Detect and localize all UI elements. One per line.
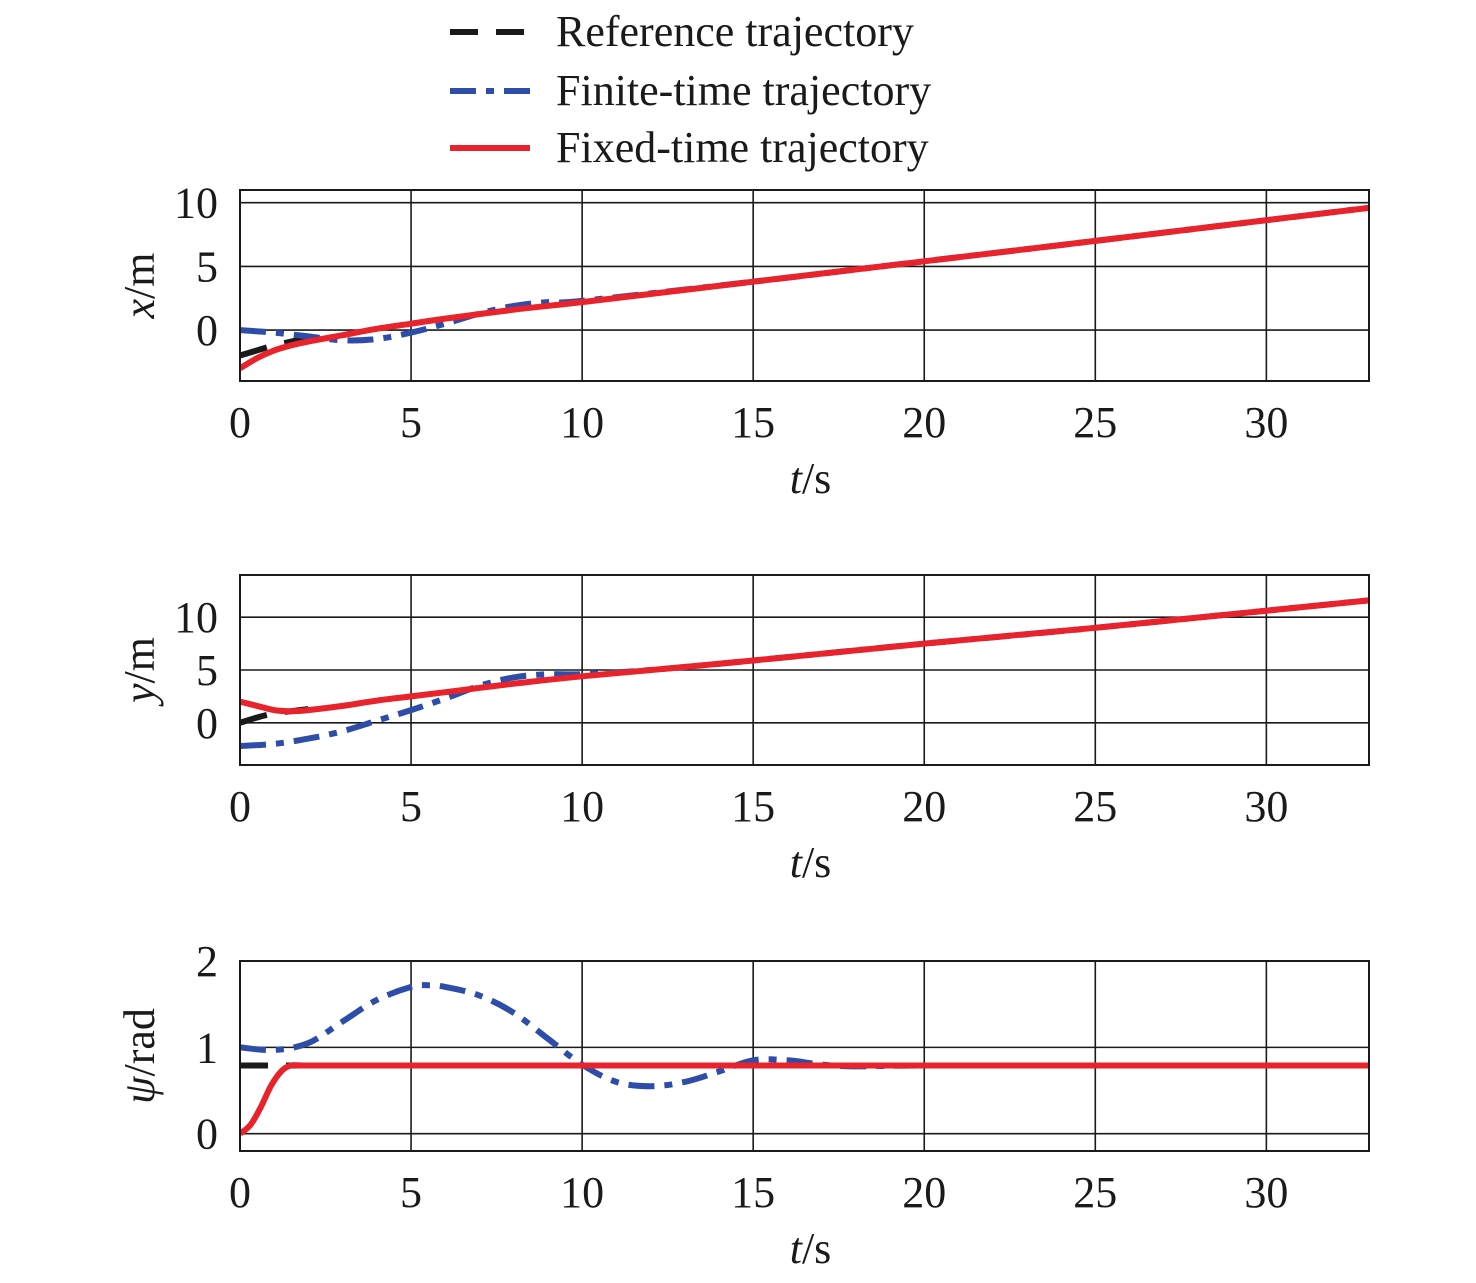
x-tick-label: 5 xyxy=(400,398,422,447)
series-line-psi-finite-time xyxy=(240,982,1369,1090)
y-axis-label: y/m xyxy=(115,637,164,707)
plot-frame xyxy=(239,960,1370,1152)
subplot-psi: 0 5 10 15 20 25 30 0 1 2 t/s ψ/rad xyxy=(115,937,1370,1273)
x-tick-label: 20 xyxy=(902,398,946,447)
x-tick-label: 20 xyxy=(902,1168,946,1217)
y-axis-label: ψ/rad xyxy=(115,1008,164,1104)
x-tick-label: 25 xyxy=(1073,1168,1117,1217)
legend-label-finite-time: Finite-time trajectory xyxy=(556,66,931,115)
x-tick-label: 5 xyxy=(400,1168,422,1217)
x-tick-label: 10 xyxy=(560,782,604,831)
x-tick-label: 5 xyxy=(400,782,422,831)
x-tick-label: 20 xyxy=(902,782,946,831)
y-tick-label: 0 xyxy=(196,306,218,355)
series-line-x-fixed-time xyxy=(240,204,1369,371)
y-tick-label: 0 xyxy=(196,1110,218,1159)
x-tick-label: 25 xyxy=(1073,782,1117,831)
plot-frame xyxy=(239,574,1370,766)
x-tick-label: 10 xyxy=(560,398,604,447)
series-line-psi-fixed-time xyxy=(240,1062,1369,1137)
legend-entry-finite-time: Finite-time trajectory xyxy=(450,66,931,115)
x-tick-label: 15 xyxy=(731,398,775,447)
series-line-x-reference xyxy=(240,334,310,359)
series-line-y-finite-time xyxy=(240,597,1369,749)
y-tick-label: 1 xyxy=(196,1023,218,1072)
y-tick-label: 5 xyxy=(196,646,218,695)
x-tick-label: 30 xyxy=(1244,398,1288,447)
x-tick-label: 30 xyxy=(1244,782,1288,831)
x-tick-label: 0 xyxy=(229,782,251,831)
y-tick-label: 10 xyxy=(174,179,218,228)
series-line-y-fixed-time xyxy=(240,597,1369,715)
legend-entry-fixed-time: Fixed-time trajectory xyxy=(450,123,929,172)
legend-label-fixed-time: Fixed-time trajectory xyxy=(556,123,929,172)
y-tick-label: 0 xyxy=(196,699,218,748)
y-axis-label: x/m xyxy=(115,253,164,320)
x-axis-label: t/s xyxy=(790,454,832,503)
x-tick-label: 15 xyxy=(731,1168,775,1217)
y-tick-label: 5 xyxy=(196,242,218,291)
legend-entry-reference: Reference trajectory xyxy=(450,7,914,56)
legend: Reference trajectory Finite-time traject… xyxy=(450,7,931,172)
x-tick-label: 15 xyxy=(731,782,775,831)
x-tick-label: 30 xyxy=(1244,1168,1288,1217)
x-tick-label: 0 xyxy=(229,398,251,447)
x-tick-label: 25 xyxy=(1073,398,1117,447)
plot-frame xyxy=(239,189,1370,382)
x-axis-label: t/s xyxy=(790,838,832,887)
legend-label-reference: Reference trajectory xyxy=(556,7,914,56)
y-tick-label: 2 xyxy=(196,937,218,986)
x-axis-label: t/s xyxy=(790,1224,832,1273)
subplot-x: 0 5 10 15 20 25 30 0 5 10 t/s x/m xyxy=(115,179,1370,503)
x-tick-label: 0 xyxy=(229,1168,251,1217)
y-tick-label: 10 xyxy=(174,593,218,642)
x-tick-label: 10 xyxy=(560,1168,604,1217)
